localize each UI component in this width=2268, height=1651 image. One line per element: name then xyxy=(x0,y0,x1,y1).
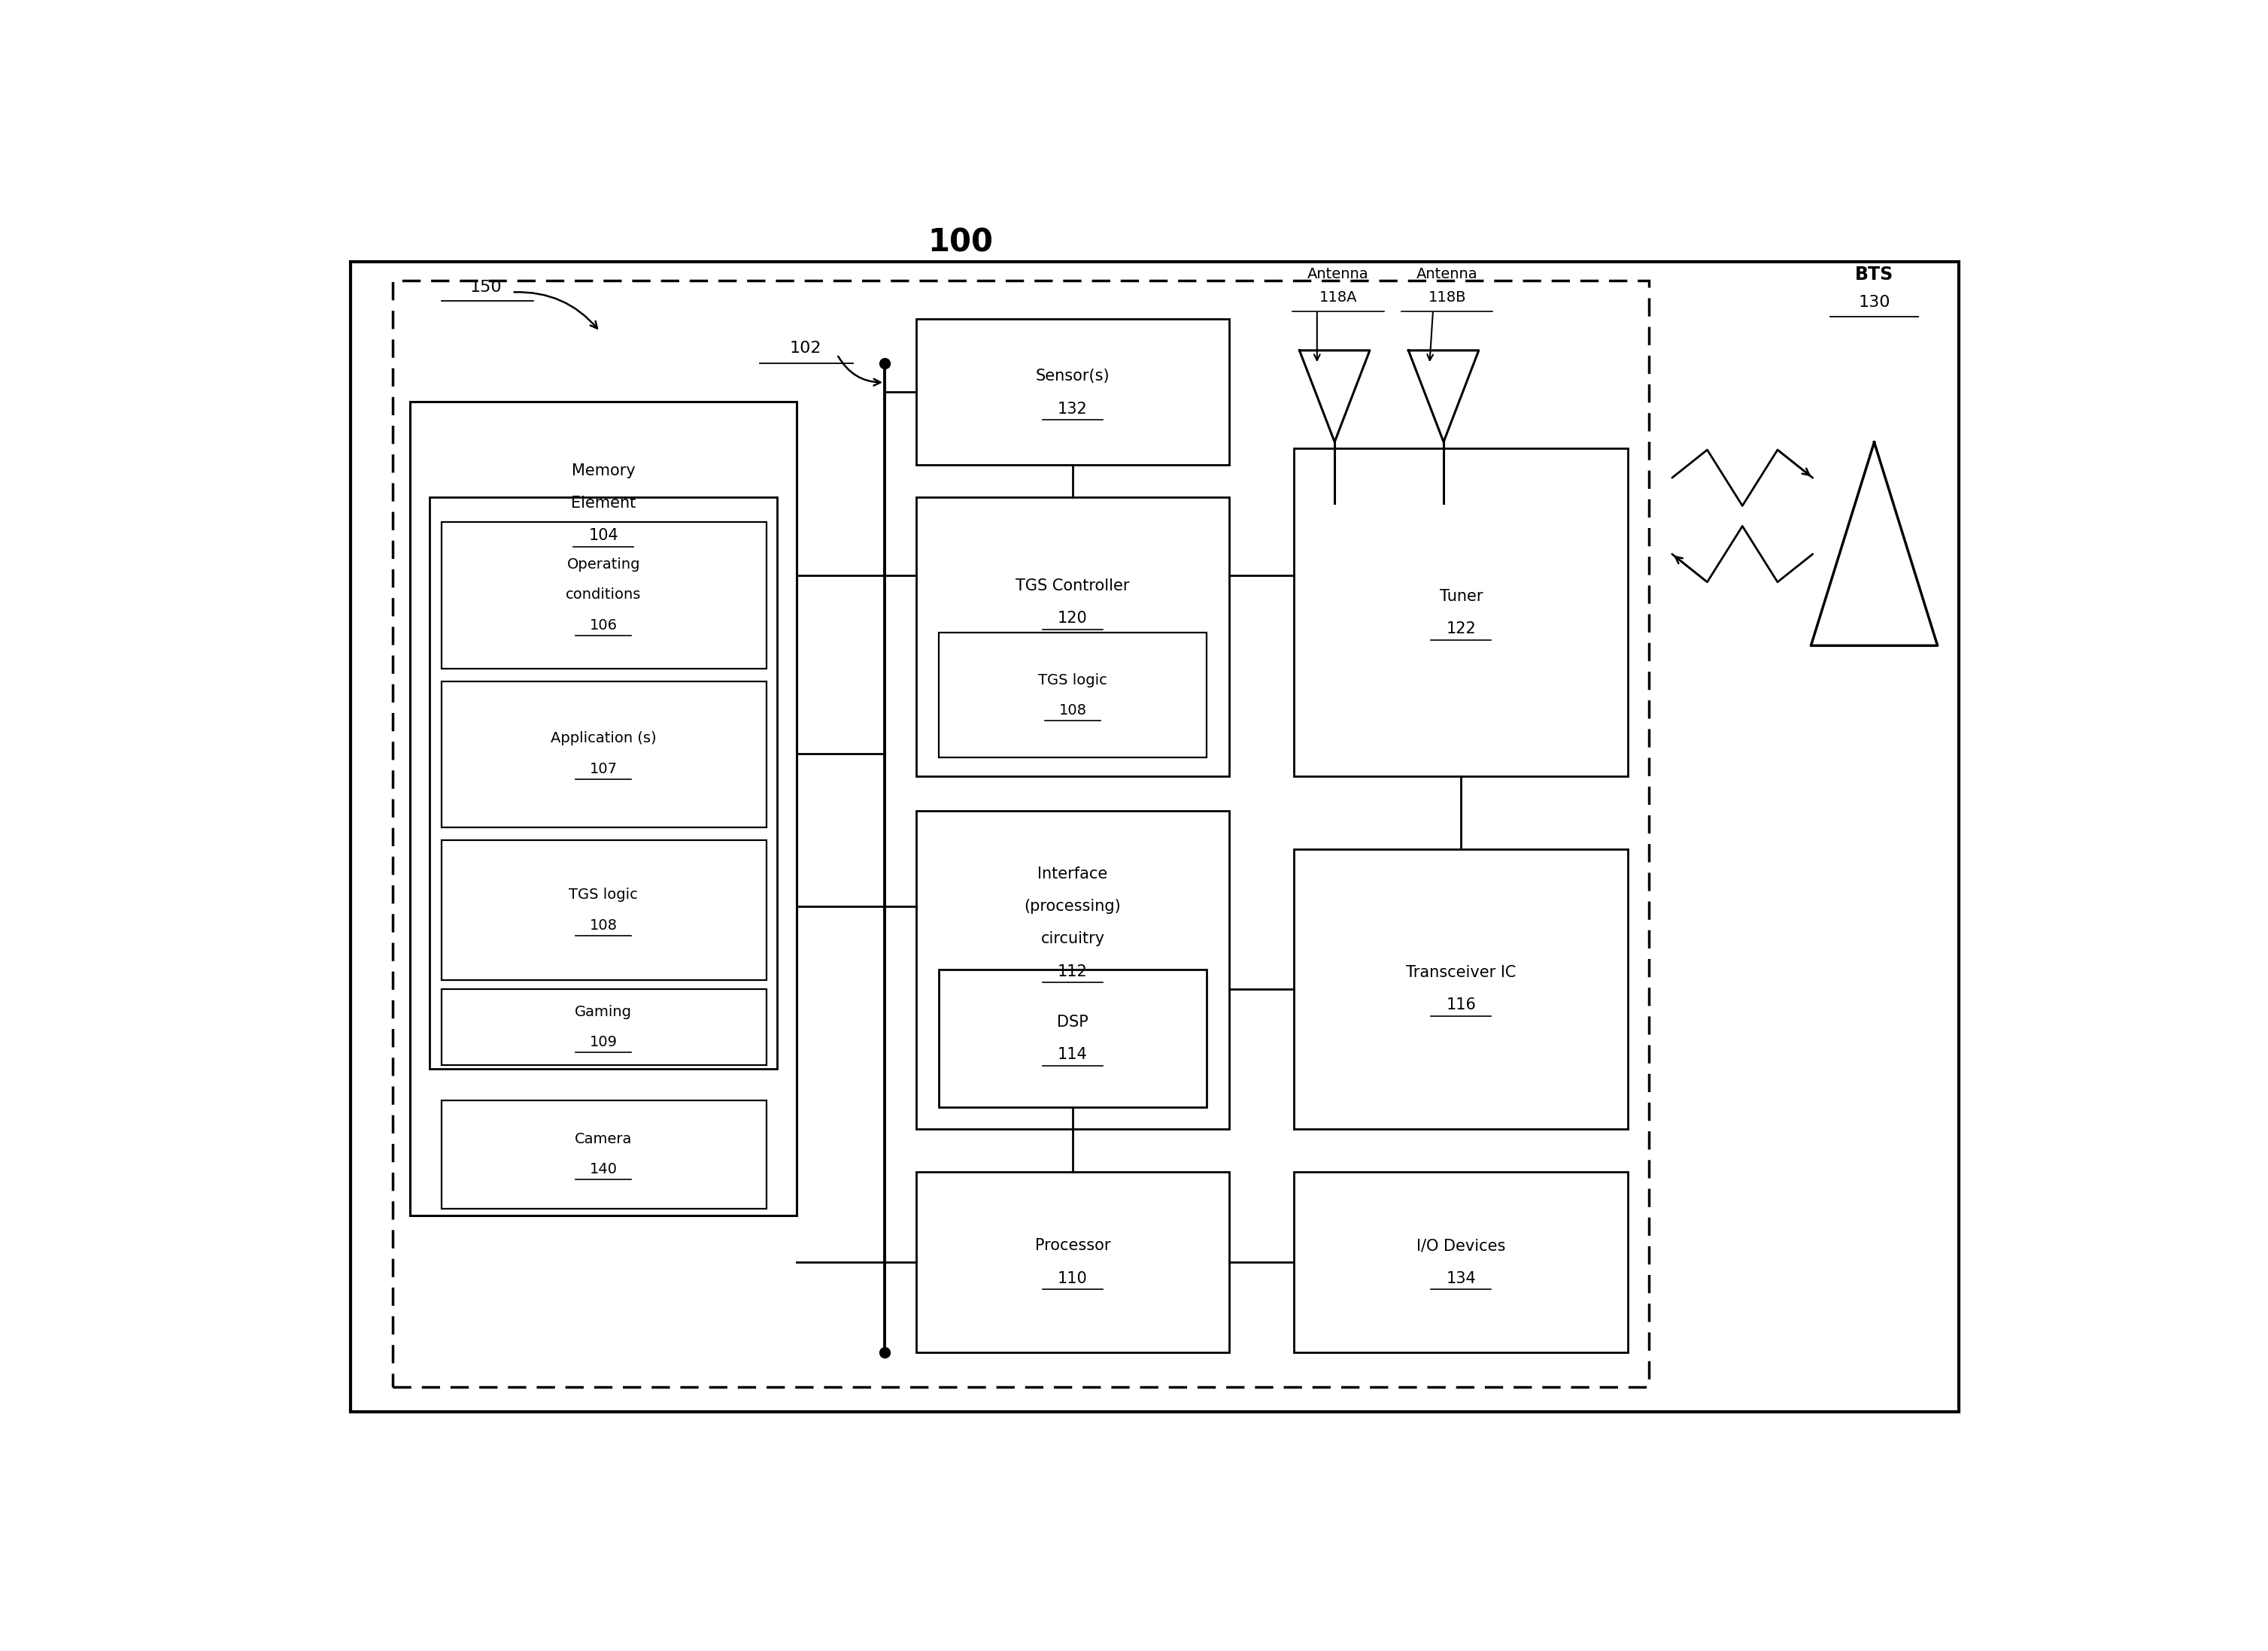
Text: 118B: 118B xyxy=(1429,291,1465,304)
Bar xyxy=(442,840,767,981)
Text: Sensor(s): Sensor(s) xyxy=(1036,368,1109,385)
Text: 118A: 118A xyxy=(1320,291,1356,304)
Text: 108: 108 xyxy=(590,918,617,933)
Text: Antenna: Antenna xyxy=(1306,267,1370,282)
Text: 107: 107 xyxy=(590,761,617,776)
Bar xyxy=(916,497,1229,776)
Text: 100: 100 xyxy=(928,226,993,259)
Text: circuitry: circuitry xyxy=(1041,931,1105,946)
Text: 110: 110 xyxy=(1057,1271,1089,1286)
Text: Memory: Memory xyxy=(572,464,635,479)
Bar xyxy=(429,497,778,1068)
Text: (processing): (processing) xyxy=(1025,898,1120,915)
Text: 150: 150 xyxy=(469,279,501,294)
Text: TGS Controller: TGS Controller xyxy=(1016,578,1129,594)
Bar xyxy=(411,401,796,1215)
Text: 120: 120 xyxy=(1057,611,1089,626)
Text: 116: 116 xyxy=(1447,997,1476,1012)
Bar xyxy=(442,522,767,669)
Text: 114: 114 xyxy=(1057,1047,1089,1062)
Text: TGS logic: TGS logic xyxy=(569,888,637,901)
Bar xyxy=(916,811,1229,1129)
Bar xyxy=(916,1172,1229,1352)
Bar xyxy=(1295,1172,1628,1352)
Text: 140: 140 xyxy=(590,1162,617,1177)
Bar xyxy=(1295,849,1628,1129)
Text: TGS logic: TGS logic xyxy=(1039,674,1107,687)
Text: Gaming: Gaming xyxy=(574,1005,633,1019)
Bar xyxy=(442,1101,767,1209)
Text: Application (s): Application (s) xyxy=(551,731,655,746)
Bar xyxy=(1295,449,1628,776)
Text: 130: 130 xyxy=(1857,296,1889,310)
Text: Interface: Interface xyxy=(1039,867,1107,882)
Text: 132: 132 xyxy=(1057,401,1089,416)
Text: 108: 108 xyxy=(1059,703,1086,718)
Text: Processor: Processor xyxy=(1034,1238,1111,1253)
Text: 122: 122 xyxy=(1447,621,1476,636)
Text: 112: 112 xyxy=(1057,964,1089,979)
Bar xyxy=(392,281,1649,1387)
Bar xyxy=(939,632,1207,758)
Text: Tuner: Tuner xyxy=(1440,589,1483,604)
Text: 109: 109 xyxy=(590,1035,617,1050)
Text: 102: 102 xyxy=(789,340,821,355)
Bar xyxy=(916,319,1229,466)
Text: 106: 106 xyxy=(590,617,617,632)
Text: I/O Devices: I/O Devices xyxy=(1418,1238,1506,1253)
Text: 134: 134 xyxy=(1447,1271,1476,1286)
Bar xyxy=(442,989,767,1065)
Text: DSP: DSP xyxy=(1057,1015,1089,1030)
Text: BTS: BTS xyxy=(1855,266,1894,284)
Text: Camera: Camera xyxy=(574,1133,633,1146)
Bar xyxy=(939,969,1207,1108)
Text: 104: 104 xyxy=(587,528,619,543)
Text: Antenna: Antenna xyxy=(1418,267,1479,282)
Text: Operating: Operating xyxy=(567,558,640,571)
Text: Element: Element xyxy=(572,495,635,510)
Text: Transceiver IC: Transceiver IC xyxy=(1406,966,1517,981)
Bar xyxy=(442,682,767,827)
Text: conditions: conditions xyxy=(565,588,642,603)
